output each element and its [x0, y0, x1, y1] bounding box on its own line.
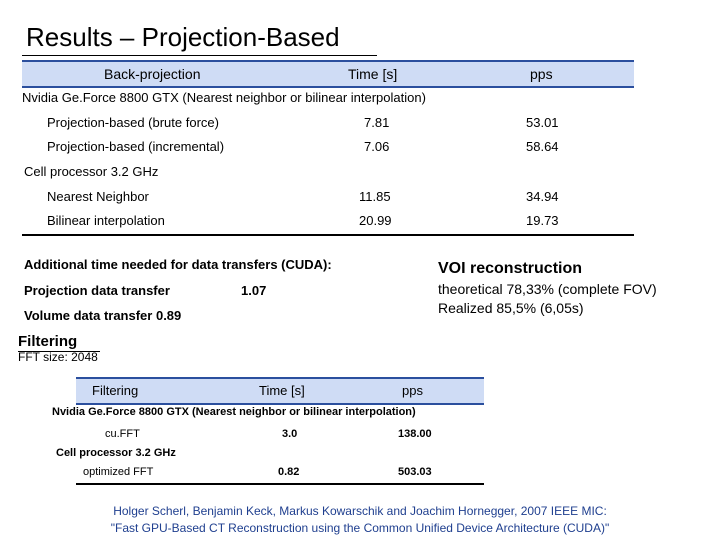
table1-section-gpu: Nvidia Ge.Force 8800 GTX (Nearest neighb…	[22, 90, 426, 105]
filtering-underline	[18, 351, 100, 352]
table1-row-name: Projection-based (brute force)	[47, 115, 219, 130]
header-pps: pps	[530, 66, 553, 82]
transfers-heading: Additional time needed for data transfer…	[24, 257, 332, 272]
header-pps: pps	[402, 383, 423, 398]
backprojection-table-header: Back-projection Time [s] pps	[22, 60, 634, 88]
table2-row-time: 3.0	[282, 428, 298, 440]
table1-row-pps: 34.94	[526, 189, 559, 204]
filtering-table-header: Filtering Time [s] pps	[76, 377, 484, 405]
table1-row-pps: 58.64	[526, 139, 559, 154]
table1-section-cell: Cell processor 3.2 GHz	[24, 164, 159, 179]
voi-title: VOI reconstruction	[438, 260, 583, 277]
table1-row-name: Projection-based (incremental)	[47, 139, 225, 154]
table2-row-name: optimized FFT	[83, 466, 154, 478]
table2-section-cell: Cell processor 3.2 GHz	[56, 447, 176, 459]
table2-row-name: cu.FFT	[105, 428, 140, 440]
table2-section-gpu: Nvidia Ge.Force 8800 GTX (Nearest neighb…	[52, 406, 416, 418]
fft-size: FFT size: 2048	[18, 350, 98, 364]
header-backprojection: Back-projection	[104, 66, 201, 82]
table1-row-pps: 19.73	[526, 213, 559, 228]
page-title: Results – Projection-Based	[26, 22, 340, 52]
filtering-title: Filtering	[18, 333, 78, 350]
volume-transfer: Volume data transfer 0.89	[24, 308, 182, 323]
table1-row-time: 7.06	[364, 139, 390, 154]
citation-authors: Holger Scherl, Benjamin Keck, Markus Kow…	[113, 504, 607, 518]
table1-row-pps: 53.01	[526, 115, 559, 130]
table1-row-name: Nearest Neighbor	[47, 189, 149, 204]
table1-row-time: 20.99	[359, 213, 392, 228]
voi-theoretical: theoretical 78,33% (complete FOV)	[438, 281, 657, 297]
projection-transfer-label: Projection data transfer	[24, 283, 170, 298]
table1-row-time: 11.85	[359, 189, 391, 204]
citation-title: "Fast GPU-Based CT Reconstruction using …	[110, 521, 610, 535]
table2-bottom-rule	[76, 483, 484, 485]
table2-row-pps: 138.00	[398, 428, 432, 440]
table1-row-time: 7.81	[364, 115, 390, 130]
header-time: Time [s]	[259, 383, 305, 398]
table2-row-pps: 503.03	[398, 466, 432, 478]
projection-transfer-value: 1.07	[241, 283, 267, 298]
table2-row-time: 0.82	[278, 466, 300, 478]
header-time: Time [s]	[348, 66, 398, 82]
table1-bottom-rule	[22, 234, 634, 236]
title-underline	[22, 55, 377, 56]
table1-row-name: Bilinear interpolation	[47, 213, 165, 228]
header-filtering: Filtering	[92, 383, 139, 398]
voi-realized: Realized 85,5% (6,05s)	[438, 300, 584, 316]
